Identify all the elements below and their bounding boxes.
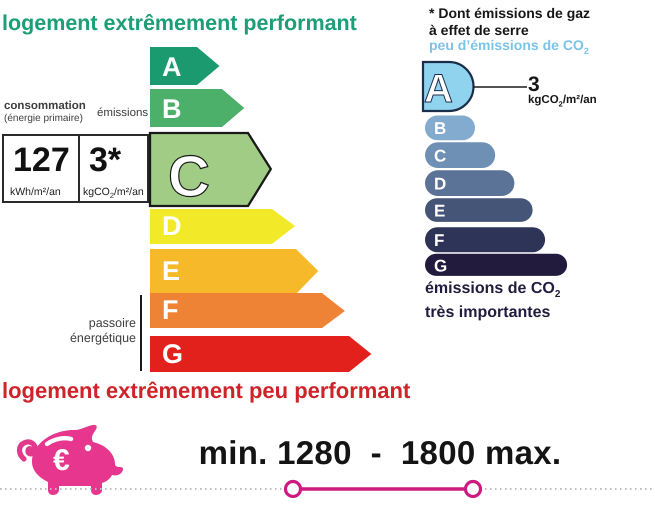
svg-text:D: D <box>434 175 446 194</box>
svg-text:A: A <box>424 67 452 111</box>
svg-text:G: G <box>434 257 447 276</box>
svg-text:B: B <box>162 94 182 124</box>
svg-text:F: F <box>434 231 444 250</box>
svg-text:C: C <box>168 144 210 209</box>
svg-text:E: E <box>434 202 445 221</box>
svg-text:F: F <box>162 295 179 325</box>
svg-text:D: D <box>162 211 182 241</box>
svg-text:B: B <box>434 119 446 138</box>
svg-text:C: C <box>434 147 446 166</box>
svg-text:€: € <box>53 444 70 477</box>
svg-text:E: E <box>162 256 180 286</box>
svg-text:A: A <box>162 52 182 82</box>
svg-text:G: G <box>162 339 183 369</box>
